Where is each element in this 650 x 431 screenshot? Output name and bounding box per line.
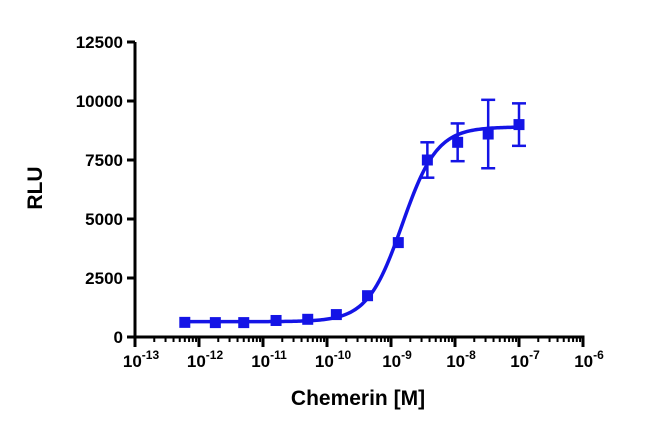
data-point <box>513 119 525 131</box>
data-point <box>270 314 282 326</box>
x-tick-label: 10-11 <box>251 348 287 371</box>
y-axis: 0 2500 5000 7500 10000 12500 <box>76 33 137 347</box>
x-tick-label: 10-7 <box>510 348 540 371</box>
y-axis-title: RLU <box>24 166 47 209</box>
data-point <box>302 313 314 325</box>
x-tick-label: 10-13 <box>123 348 160 371</box>
x-tick-label: 10-6 <box>574 348 604 371</box>
x-axis: 10-13 10-12 10-11 10-10 10-9 10-8 10-7 10-6 <box>123 335 604 371</box>
data-point <box>482 128 494 140</box>
plot-area <box>179 98 526 329</box>
data-point <box>238 317 250 329</box>
data-point <box>452 136 464 148</box>
data-point <box>209 317 221 329</box>
y-tick-label: 5000 <box>85 210 123 229</box>
data-point <box>330 309 342 321</box>
fit-curve <box>184 125 520 324</box>
data-point <box>362 290 374 302</box>
x-tick-label: 10-12 <box>187 348 224 371</box>
y-tick-label: 0 <box>114 328 123 347</box>
data-point <box>392 237 404 249</box>
x-tick-label: 10-9 <box>382 348 412 371</box>
x-tick-label: 10-10 <box>315 348 352 371</box>
data-point <box>179 316 191 328</box>
y-tick-label: 10000 <box>76 92 123 111</box>
x-tick-label: 10-8 <box>446 348 476 371</box>
y-tick-label: 12500 <box>76 33 123 52</box>
y-tick-label: 7500 <box>85 151 123 170</box>
y-tick-label: 2500 <box>85 269 123 288</box>
data-point <box>421 154 433 166</box>
x-axis-title: Chemerin [M] <box>291 387 425 410</box>
